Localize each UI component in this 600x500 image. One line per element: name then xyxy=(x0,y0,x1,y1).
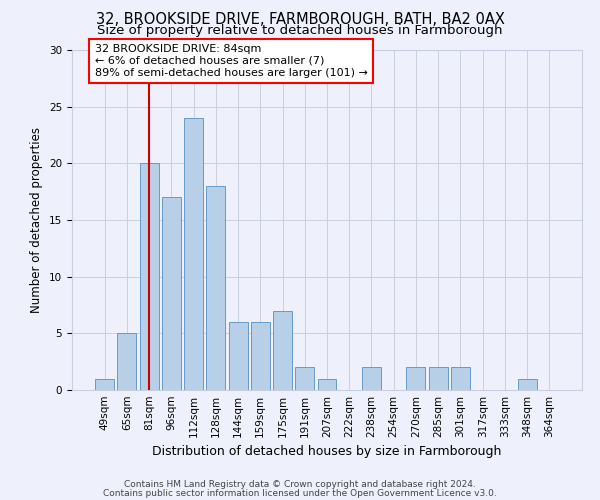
Text: Contains HM Land Registry data © Crown copyright and database right 2024.: Contains HM Land Registry data © Crown c… xyxy=(124,480,476,489)
Bar xyxy=(362,368,381,390)
Text: Contains public sector information licensed under the Open Government Licence v3: Contains public sector information licen… xyxy=(103,488,497,498)
Bar xyxy=(429,368,448,390)
Bar xyxy=(229,322,248,390)
Text: 32, BROOKSIDE DRIVE, FARMBOROUGH, BATH, BA2 0AX: 32, BROOKSIDE DRIVE, FARMBOROUGH, BATH, … xyxy=(95,12,505,28)
Bar xyxy=(184,118,203,390)
Bar xyxy=(95,378,114,390)
Bar xyxy=(162,198,181,390)
Text: 32 BROOKSIDE DRIVE: 84sqm
← 6% of detached houses are smaller (7)
89% of semi-de: 32 BROOKSIDE DRIVE: 84sqm ← 6% of detach… xyxy=(95,44,368,78)
X-axis label: Distribution of detached houses by size in Farmborough: Distribution of detached houses by size … xyxy=(152,446,502,458)
Bar xyxy=(273,310,292,390)
Bar xyxy=(118,334,136,390)
Bar xyxy=(317,378,337,390)
Bar xyxy=(206,186,225,390)
Bar xyxy=(251,322,270,390)
Bar xyxy=(140,164,158,390)
Bar xyxy=(451,368,470,390)
Y-axis label: Number of detached properties: Number of detached properties xyxy=(31,127,43,313)
Text: Size of property relative to detached houses in Farmborough: Size of property relative to detached ho… xyxy=(97,24,503,37)
Bar xyxy=(518,378,536,390)
Bar xyxy=(406,368,425,390)
Bar xyxy=(295,368,314,390)
